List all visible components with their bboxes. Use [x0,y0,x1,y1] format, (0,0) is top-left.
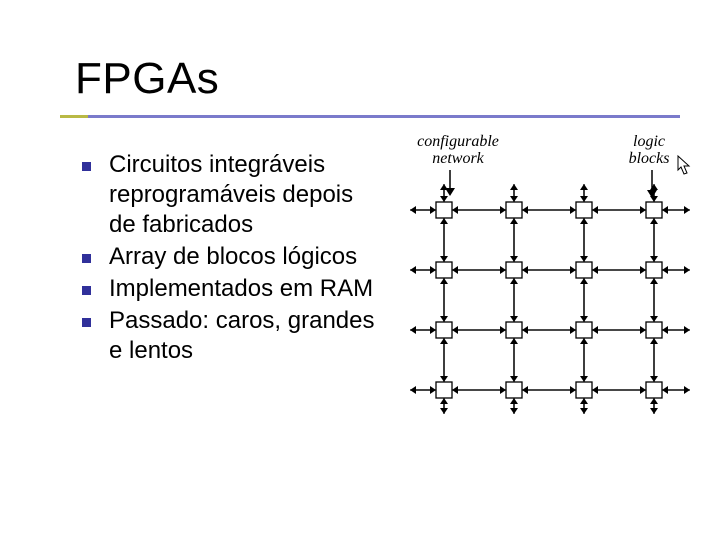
diagram-label-network: configurable network [408,134,508,168]
bullet-item: Circuitos integráveis reprogramáveis dep… [82,150,382,240]
fpga-diagram: configurable network logic blocks [390,140,700,420]
diagram-label-blocks: logic blocks [614,134,684,168]
bullet-text: Implementados em RAM [109,274,373,304]
bullet-text: Circuitos integráveis reprogramáveis dep… [109,150,382,240]
bullet-text: Array de blocos lógicos [109,242,357,272]
diagram-svg [390,140,700,420]
slide: FPGAs Circuitos integráveis reprogramáve… [0,0,720,540]
slide-title: FPGAs [75,54,219,104]
bullet-icon [82,162,91,171]
accent-line [60,115,680,118]
bullet-list: Circuitos integráveis reprogramáveis dep… [82,150,382,368]
accent-long [88,115,680,118]
bullet-item: Array de blocos lógicos [82,242,382,272]
bullet-item: Implementados em RAM [82,274,382,304]
bullet-icon [82,318,91,327]
bullet-text: Passado: caros, grandes e lentos [109,306,382,366]
accent-short [60,115,88,118]
bullet-icon [82,286,91,295]
bullet-icon [82,254,91,263]
bullet-item: Passado: caros, grandes e lentos [82,306,382,366]
